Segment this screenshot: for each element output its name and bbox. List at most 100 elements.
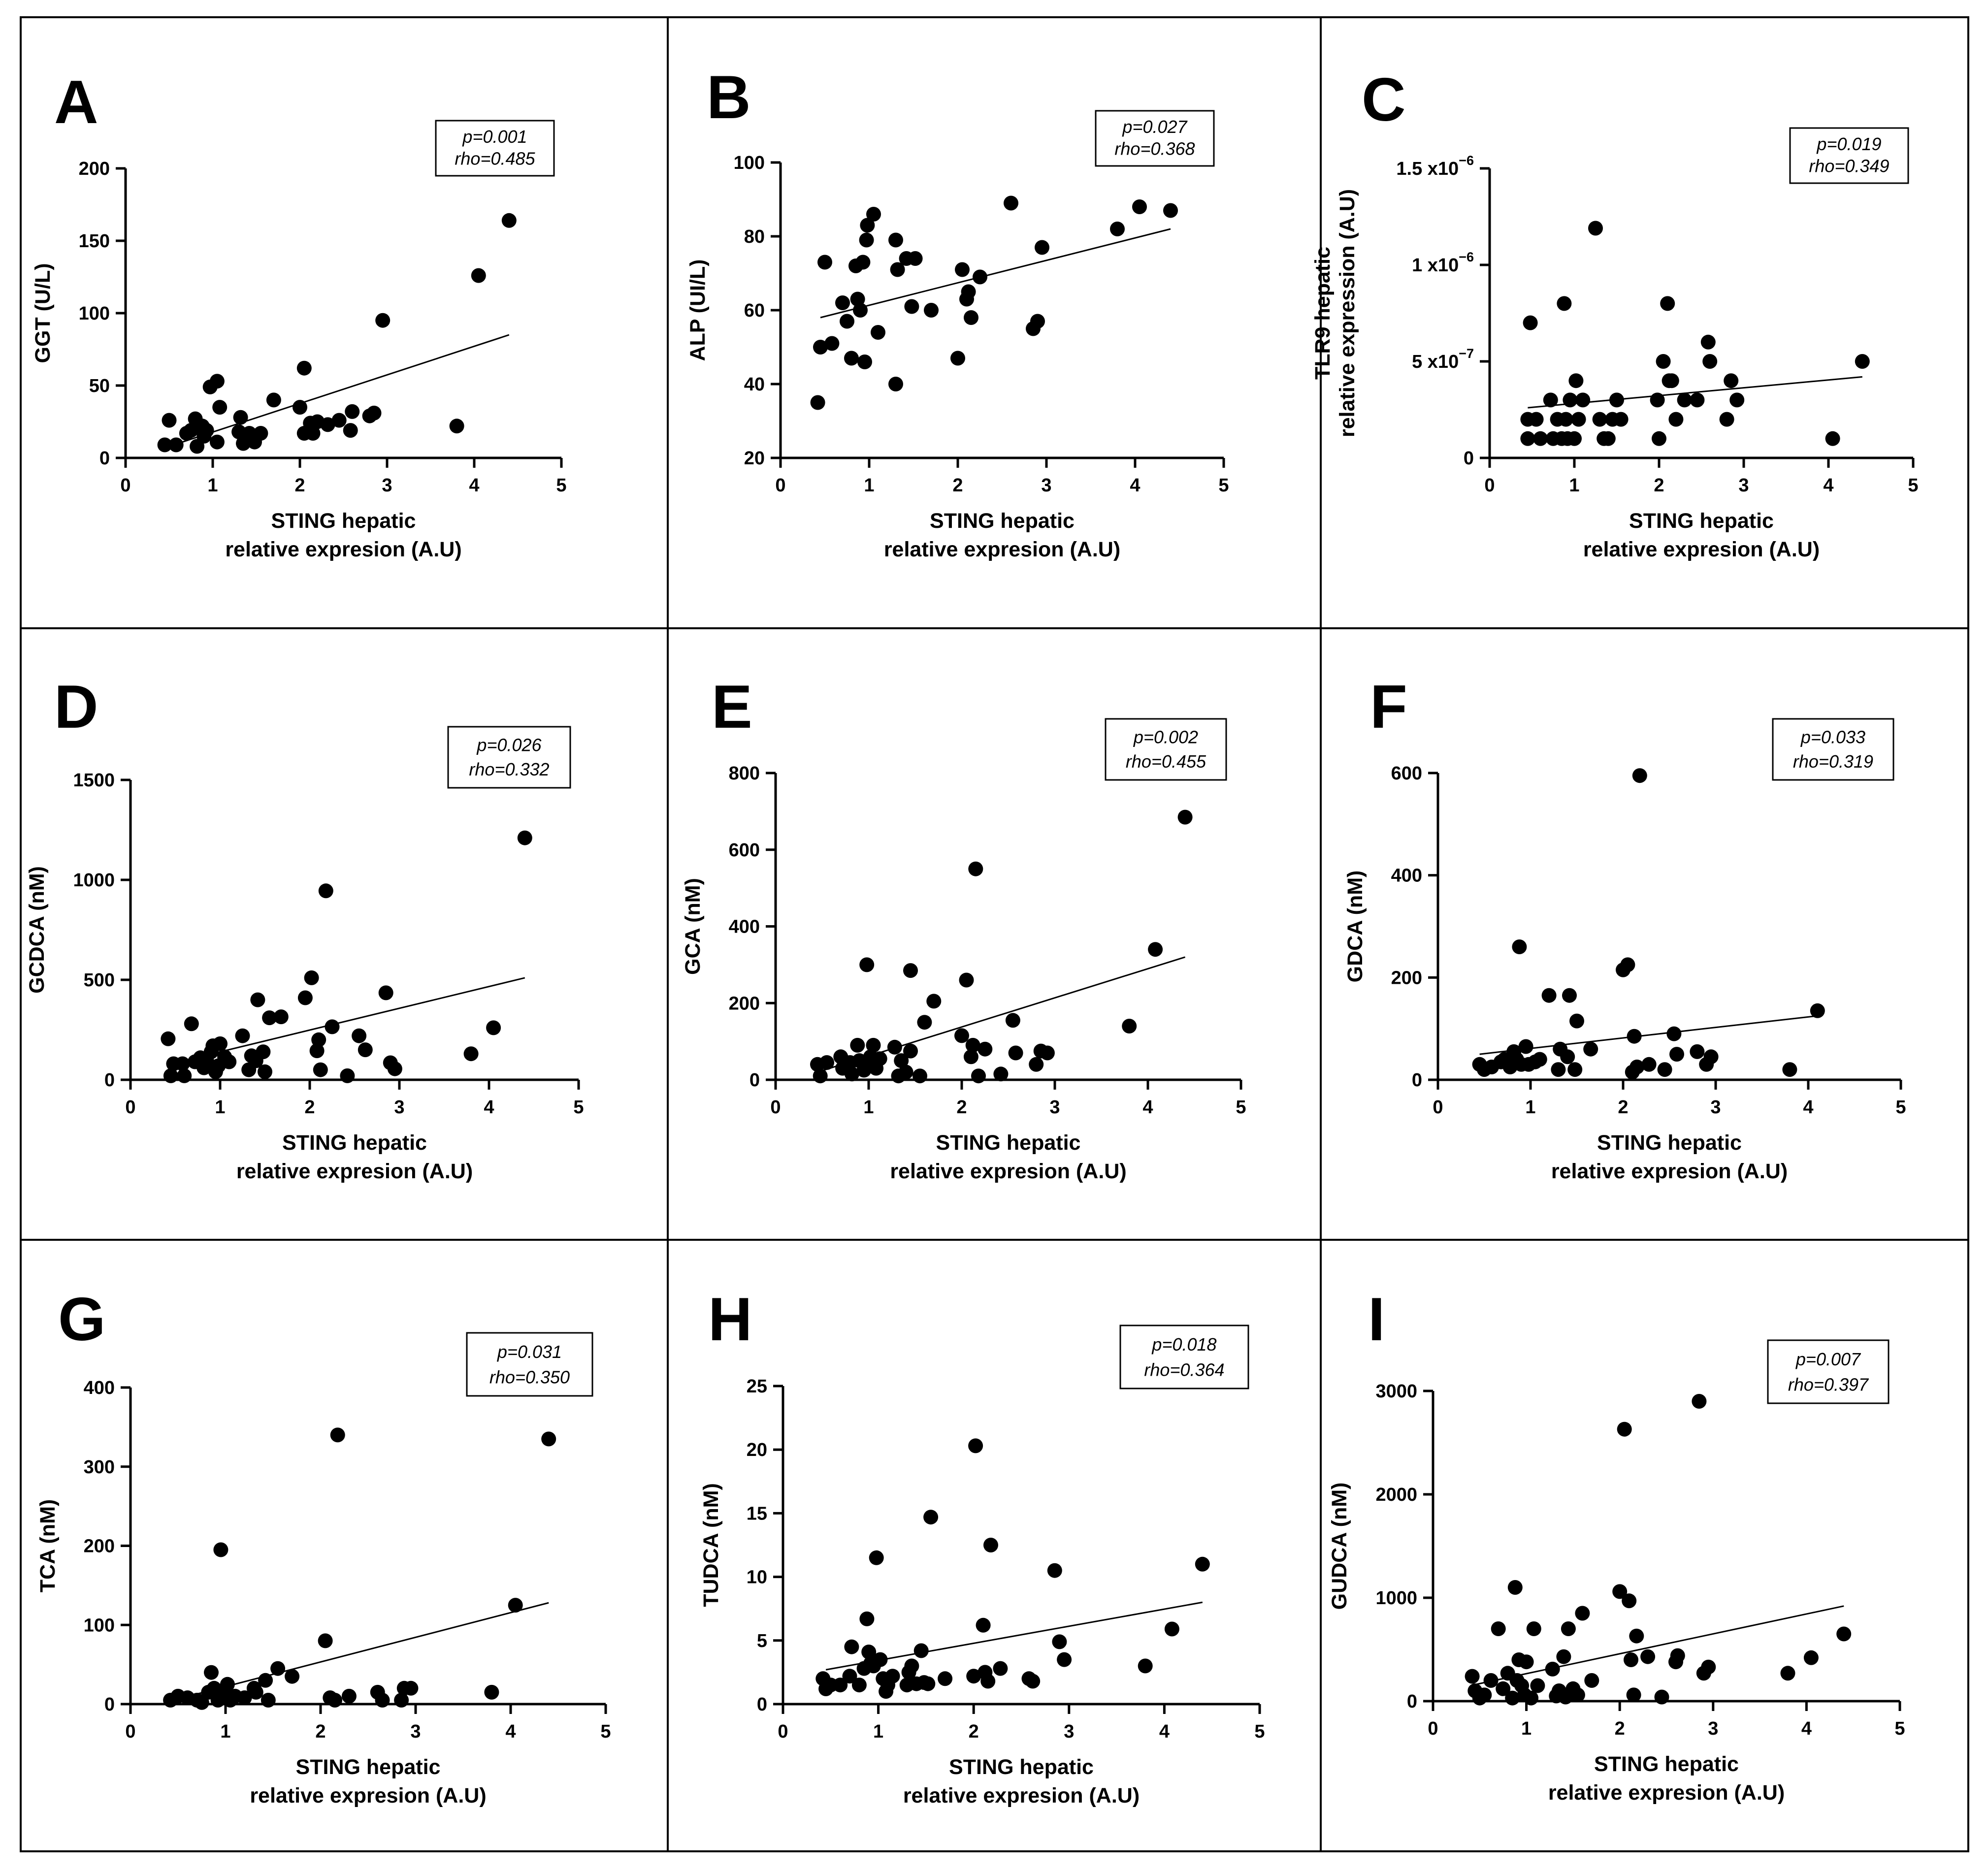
y-tick-label: 1 x10−6 — [1412, 250, 1474, 276]
stat-rho-value: rho=0.455 — [1126, 751, 1206, 772]
data-point — [1551, 1062, 1566, 1077]
data-point — [1040, 1045, 1055, 1061]
y-tick-label: 100 — [734, 153, 765, 173]
trend-line — [170, 977, 525, 1065]
data-point — [304, 970, 319, 985]
data-point — [835, 295, 850, 310]
data-point — [1584, 1673, 1599, 1688]
y-tick-label: 20 — [747, 1440, 767, 1460]
y-tick-label: 1500 — [73, 770, 115, 791]
y-tick-label: 50 — [89, 376, 110, 396]
data-point — [1626, 1687, 1641, 1703]
data-point — [888, 232, 903, 248]
x-tick-label: 3 — [394, 1097, 404, 1118]
x-tick-label: 5 — [1908, 475, 1918, 496]
data-point — [917, 1015, 932, 1030]
y-tick-label: 60 — [744, 300, 765, 321]
data-point — [261, 1693, 276, 1708]
data-point — [293, 400, 307, 415]
x-tick-label: 2 — [315, 1721, 326, 1742]
x-axis-title-line2: relative expresion (A.U) — [890, 1160, 1126, 1183]
data-point — [1592, 412, 1607, 427]
data-point — [484, 1684, 499, 1700]
y-tick-label: 200 — [84, 1536, 115, 1557]
data-point — [1624, 1652, 1638, 1667]
data-point — [250, 992, 265, 1007]
data-point — [1004, 195, 1018, 211]
x-tick-label: 3 — [1064, 1721, 1074, 1742]
x-tick-label: 0 — [120, 475, 130, 496]
data-point — [861, 1645, 877, 1660]
x-tick-label: 1 — [864, 475, 874, 496]
data-point — [1526, 1621, 1541, 1636]
panel-c: C 0 1 2 3 4 5 0 5 x10−7 1 x10−6 1.5 x10−6 TLR9 hepa… — [1311, 66, 1919, 561]
data-point — [1035, 240, 1049, 255]
data-point — [1613, 412, 1629, 427]
x-axis-title-line1: STING hepatic — [282, 1131, 427, 1155]
y-tick-label: 100 — [79, 303, 110, 324]
panel-grid — [20, 16, 1969, 1852]
data-point — [1641, 1057, 1657, 1072]
data-point — [1132, 199, 1147, 214]
data-point — [285, 1669, 300, 1684]
x-axis-title-line2: relative expresion (A.U) — [1548, 1781, 1785, 1805]
x-tick-label: 5 — [1895, 1097, 1906, 1118]
data-point — [824, 336, 840, 351]
data-point — [1496, 1681, 1511, 1696]
x-tick-label: 5 — [573, 1097, 584, 1118]
data-point — [1654, 1689, 1669, 1705]
stat-p-value: p=0.001 — [462, 127, 527, 147]
data-point — [980, 1674, 996, 1689]
data-point — [1512, 939, 1527, 954]
data-point — [1657, 1062, 1672, 1077]
stat-p-value: p=0.007 — [1795, 1349, 1861, 1369]
x-tick-label: 0 — [125, 1097, 135, 1118]
data-point — [1545, 1661, 1560, 1677]
data-point — [1652, 431, 1666, 446]
stats-box — [447, 726, 571, 789]
data-point — [866, 207, 881, 222]
data-point — [1588, 221, 1603, 236]
y-tick-label: 150 — [79, 231, 110, 252]
data-point — [844, 351, 859, 366]
data-point — [486, 1020, 501, 1035]
y-axis-title: TUDCA (nM) — [699, 1483, 723, 1607]
data-point — [157, 437, 172, 452]
panel-letter-g: G — [58, 1286, 105, 1354]
data-point — [262, 1010, 277, 1026]
data-point — [813, 1068, 828, 1084]
y-tick-label: 0 — [1412, 1070, 1422, 1091]
y-tick-label: 15 — [747, 1503, 767, 1524]
data-point — [258, 1064, 272, 1079]
data-point — [1561, 1621, 1576, 1636]
stat-p-value: p=0.019 — [1816, 134, 1881, 154]
data-point — [1650, 392, 1665, 408]
data-point — [965, 1037, 980, 1053]
x-tick-label: 0 — [1428, 1718, 1438, 1739]
data-point — [1138, 1658, 1153, 1674]
data-point — [184, 1016, 199, 1032]
stats-box — [1767, 1339, 1890, 1404]
stat-p-value: p=0.018 — [1151, 1334, 1216, 1355]
data-point — [341, 1688, 357, 1704]
data-point — [320, 417, 335, 432]
data-point — [1690, 392, 1705, 408]
data-point — [938, 1671, 953, 1686]
x-tick-label: 5 — [1218, 475, 1229, 496]
data-point — [1543, 392, 1558, 408]
stats-box — [466, 1332, 593, 1397]
data-point — [1556, 1649, 1571, 1664]
y-tick-label: 25 — [747, 1376, 767, 1397]
x-tick-label: 3 — [1738, 475, 1749, 496]
data-point — [1148, 942, 1163, 957]
data-point — [903, 963, 918, 978]
panel-letter-h: H — [708, 1286, 752, 1354]
y-tick-label: 300 — [84, 1457, 115, 1478]
data-point — [1052, 1634, 1067, 1649]
data-point — [968, 861, 983, 876]
x-tick-label: 1 — [1525, 1097, 1535, 1118]
x-tick-label: 4 — [1801, 1718, 1812, 1739]
data-point — [872, 1051, 887, 1066]
data-point — [273, 1009, 289, 1025]
data-point — [366, 405, 382, 420]
